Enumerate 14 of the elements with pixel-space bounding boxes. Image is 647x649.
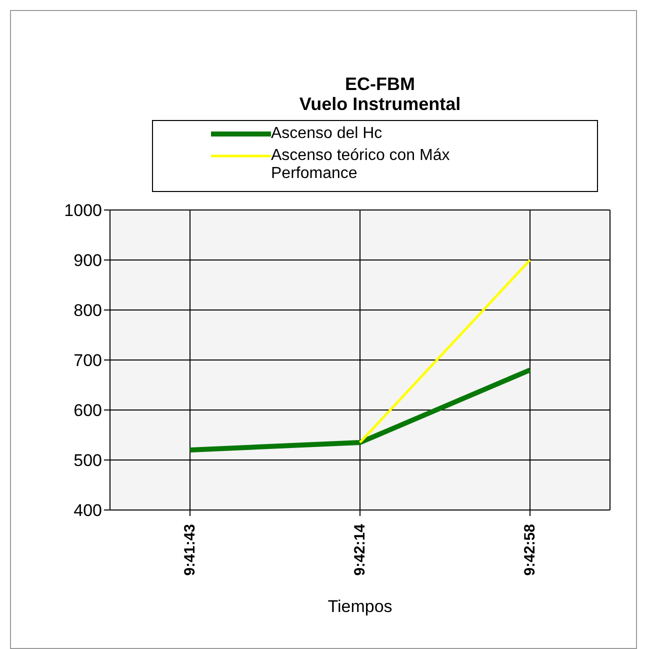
x-tick-label: 9:42:58 <box>522 524 538 576</box>
y-tick-label: 1000 <box>64 201 102 220</box>
y-tick-label: 600 <box>74 401 102 420</box>
y-tick-label: 800 <box>74 301 102 320</box>
y-tick-label: 500 <box>74 451 102 470</box>
y-tick-label: 400 <box>74 501 102 520</box>
chart-title: EC-FBM Vuelo Instrumental <box>298 74 462 114</box>
y-tick-label: 900 <box>74 251 102 270</box>
y-tick-label: 700 <box>74 351 102 370</box>
x-tick-label: 9:42:14 <box>352 523 368 576</box>
legend-label: Ascenso del Hc <box>271 125 384 143</box>
x-tick-label: 9:41:43 <box>182 524 198 576</box>
legend-label: Ascenso teórico con Máx Perfomance <box>271 147 451 183</box>
x-axis-title: Tiempos <box>328 597 392 616</box>
